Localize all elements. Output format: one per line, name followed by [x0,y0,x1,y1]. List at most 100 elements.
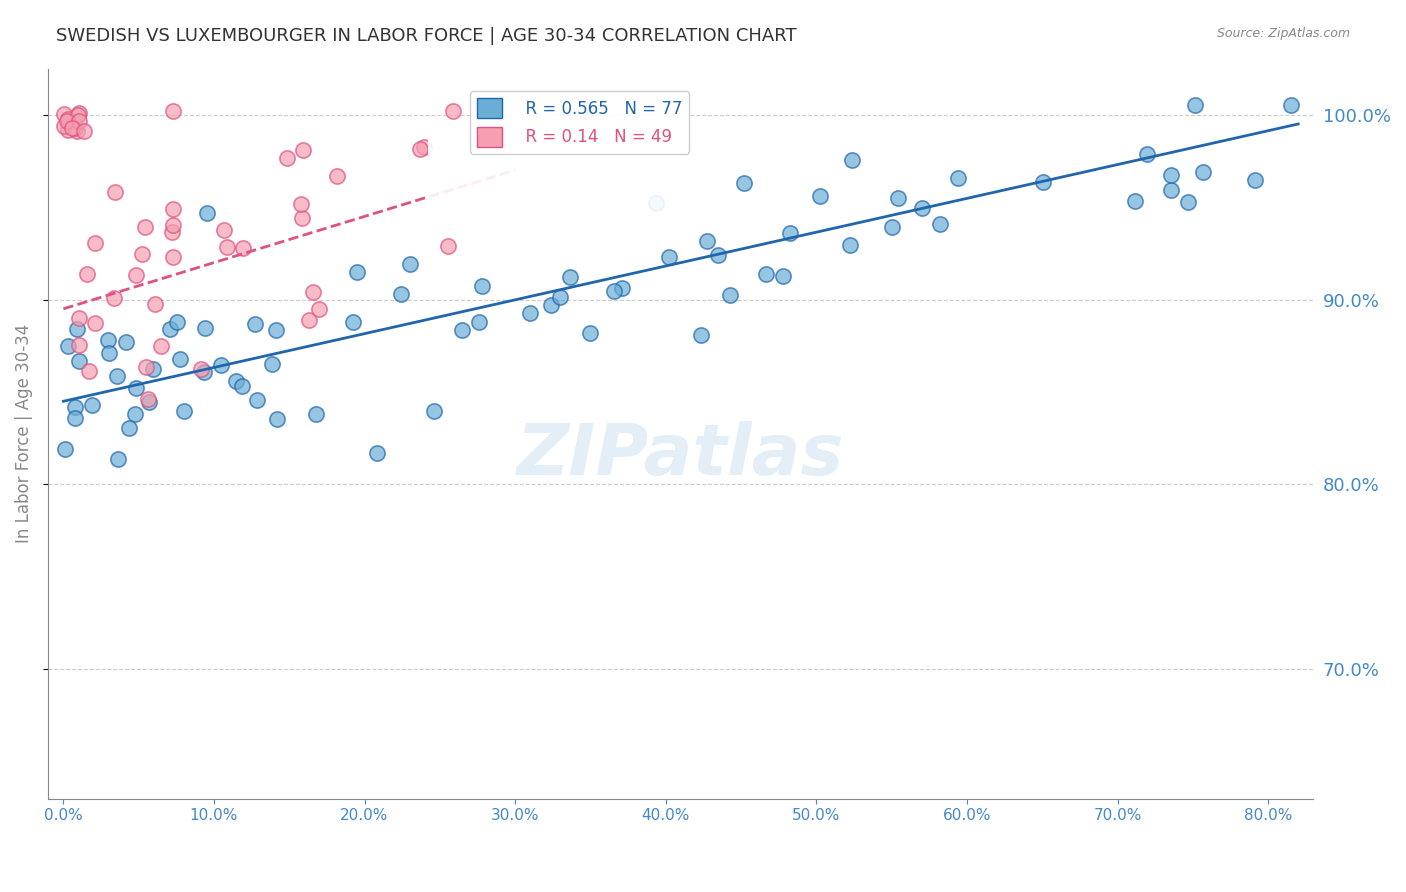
Swedes [911,201,934,215]
Luxembourgers [162,103,184,118]
Swedes [550,290,572,304]
Swedes [603,284,626,298]
Swedes [658,250,681,264]
Luxembourgers [53,119,76,133]
Swedes [882,220,904,235]
Swedes [264,323,287,337]
Swedes [97,345,120,359]
Swedes [262,357,284,371]
Swedes [389,287,412,301]
Luxembourgers [408,142,430,156]
Swedes [194,320,217,334]
Luxembourgers [56,114,79,128]
Swedes [578,326,600,340]
Swedes [66,322,89,336]
Swedes [166,315,188,329]
Luxembourgers [441,103,464,118]
Swedes [610,280,633,294]
Swedes [209,358,232,372]
Swedes [63,410,86,425]
Swedes [53,442,76,456]
Swedes [231,379,253,393]
Swedes [808,189,831,203]
Swedes [169,352,191,367]
Luxembourgers [291,143,314,157]
Swedes [342,315,364,329]
Swedes [1160,169,1182,183]
Swedes [560,270,582,285]
Luxembourgers [298,313,321,327]
Swedes [63,400,86,414]
Luxembourgers [143,297,166,311]
Swedes [839,237,862,252]
Swedes [159,322,181,336]
Swedes [519,306,541,320]
Luxembourgers [135,359,157,374]
Luxembourgers [58,112,80,126]
Luxembourgers [190,362,212,376]
Luxembourgers [67,105,90,120]
Swedes [755,267,778,281]
Swedes [67,354,90,368]
Luxembourgers [232,241,254,255]
Swedes [1032,175,1054,189]
Y-axis label: In Labor Force | Age 30-34: In Labor Force | Age 30-34 [15,324,32,543]
Swedes [423,404,446,418]
Swedes [707,248,730,262]
Luxembourgers [214,223,236,237]
Swedes [346,265,368,279]
Swedes [690,328,713,343]
Swedes [1136,147,1159,161]
Luxembourgers [436,239,458,253]
Swedes [733,177,755,191]
Swedes [540,298,562,312]
Swedes [1279,98,1302,112]
Swedes [105,368,128,383]
Luxembourgers [308,301,330,316]
Luxembourgers [413,140,436,154]
Text: Source: ZipAtlas.com: Source: ZipAtlas.com [1216,27,1350,40]
Luxembourgers [276,151,298,165]
Luxembourgers [574,103,596,118]
Swedes [946,171,969,186]
Luxembourgers [301,285,323,299]
Swedes [399,257,422,271]
Luxembourgers [52,107,75,121]
Luxembourgers [162,250,184,264]
Luxembourgers [56,123,79,137]
Luxembourgers [67,114,90,128]
Luxembourgers [63,120,86,135]
Swedes [107,451,129,466]
Swedes [928,217,950,231]
Swedes [193,366,215,380]
Swedes [173,403,195,417]
Luxembourgers [104,185,127,199]
Swedes [80,398,103,412]
Swedes [1160,182,1182,196]
Luxembourgers [134,219,156,234]
Swedes [243,317,266,331]
Swedes [115,335,138,350]
Swedes [1123,194,1146,209]
Swedes [125,381,148,395]
Swedes [195,206,218,220]
Swedes [97,334,120,348]
Luxembourgers [326,169,349,183]
Luxembourgers [84,235,107,250]
Luxembourgers [77,364,100,378]
Luxembourgers [162,202,184,217]
Swedes [117,421,139,435]
Luxembourgers [290,197,312,211]
Text: SWEDISH VS LUXEMBOURGER IN LABOR FORCE | AGE 30-34 CORRELATION CHART: SWEDISH VS LUXEMBOURGER IN LABOR FORCE |… [56,27,797,45]
Swedes [246,393,269,408]
Swedes [366,446,388,460]
Luxembourgers [291,211,314,225]
Luxembourgers [125,268,148,283]
Swedes [1177,194,1199,209]
Swedes [779,227,801,241]
Swedes [1184,98,1206,112]
Swedes [305,407,328,421]
Luxembourgers [66,108,89,122]
Swedes [142,362,165,376]
Swedes [841,153,863,168]
